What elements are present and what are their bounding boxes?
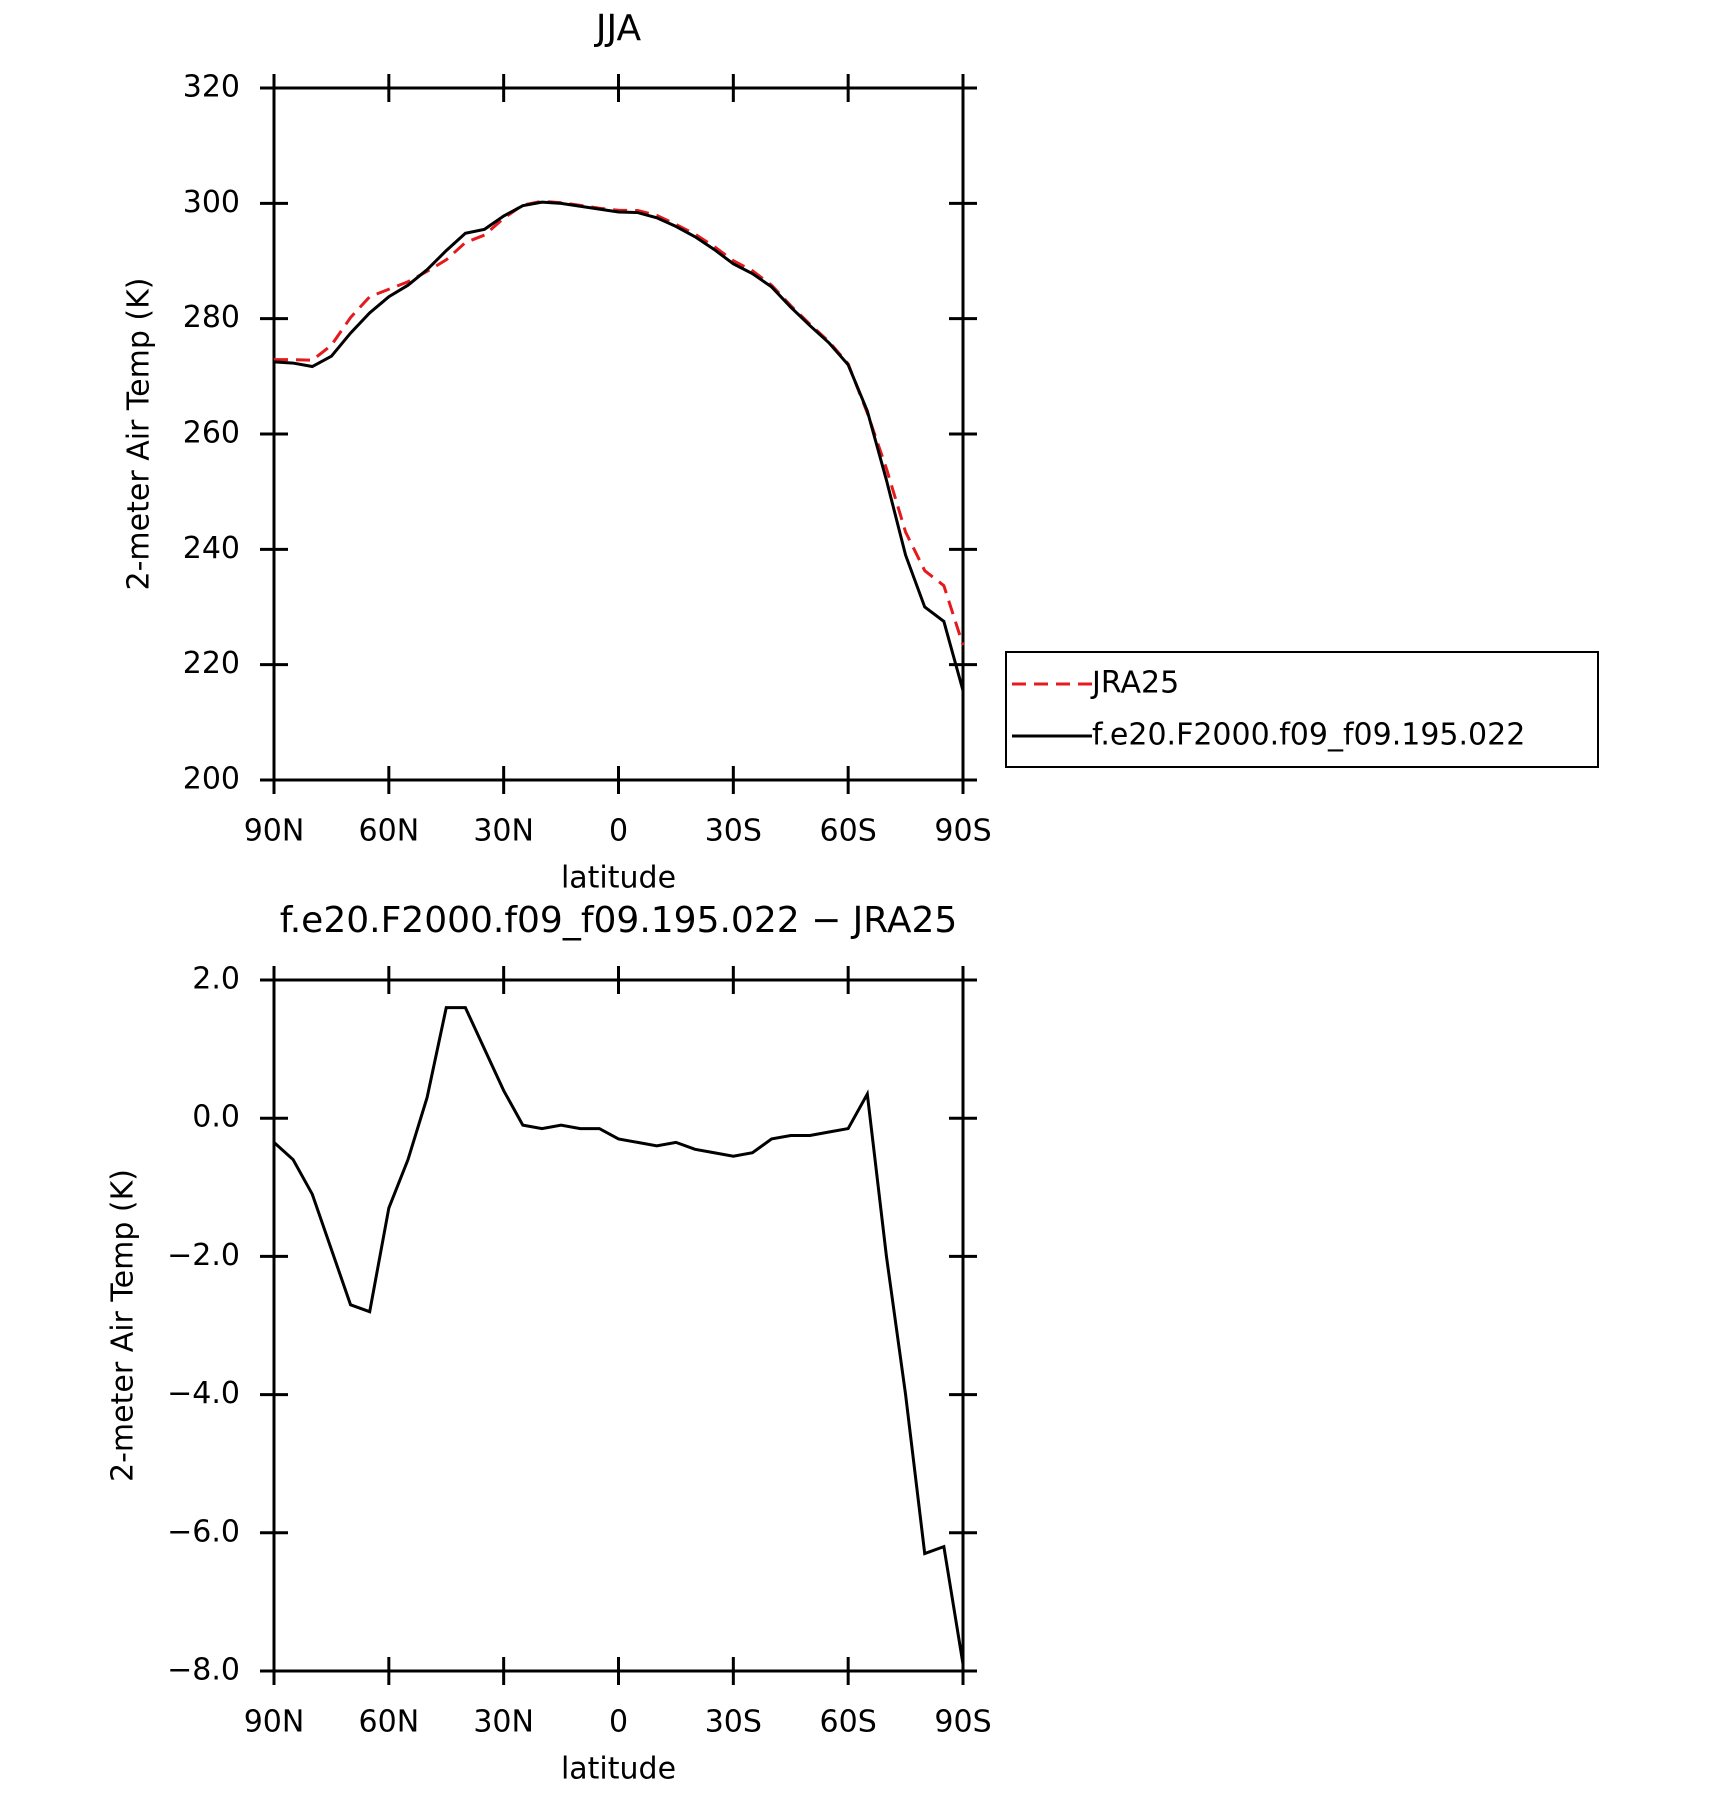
- x-tick-label: 30S: [705, 1705, 762, 1740]
- x-tick-label: 90S: [934, 814, 991, 849]
- x-tick-label: 90N: [244, 1705, 305, 1740]
- y-axis-title: 2-meter Air Temp (K): [106, 1169, 141, 1482]
- x-tick-label: 90N: [244, 814, 305, 849]
- y-tick-label: −6.0: [167, 1514, 240, 1549]
- y-tick-label: 320: [183, 70, 240, 105]
- x-tick-label: 30N: [473, 814, 534, 849]
- x-tick-label: 30N: [473, 1705, 534, 1740]
- legend-label: f.e20.F2000.f09_f09.195.022: [1092, 718, 1525, 753]
- x-tick-label: 60S: [820, 814, 877, 849]
- x-tick-label: 90S: [934, 1705, 991, 1740]
- data-line: [272, 1006, 965, 1665]
- plot-frame: [272, 86, 965, 782]
- chart-title: JJA: [594, 8, 642, 49]
- x-axis-title: latitude: [561, 861, 676, 896]
- chart-title: f.e20.F2000.f09_f09.195.022 − JRA25: [280, 900, 958, 941]
- legend-box: [1005, 651, 1599, 768]
- x-tick-label: 0: [609, 1705, 628, 1740]
- y-tick-label: 2.0: [192, 962, 240, 997]
- x-tick-label: 60N: [359, 814, 420, 849]
- x-tick-label: 30S: [705, 814, 762, 849]
- data-line: [274, 199, 965, 646]
- y-tick-label: −4.0: [167, 1376, 240, 1411]
- x-axis-title: latitude: [561, 1752, 676, 1787]
- data-line: [273, 200, 965, 692]
- y-tick-label: 200: [183, 762, 240, 797]
- y-tick-label: 280: [183, 300, 240, 335]
- y-tick-label: 240: [183, 531, 240, 566]
- x-tick-label: 60N: [359, 1705, 420, 1740]
- y-tick-label: 260: [183, 416, 240, 451]
- y-tick-label: 300: [183, 185, 240, 220]
- y-axis-title: 2-meter Air Temp (K): [122, 278, 157, 591]
- y-tick-label: −8.0: [167, 1653, 240, 1688]
- y-tick-label: 220: [183, 646, 240, 681]
- y-tick-label: −2.0: [167, 1238, 240, 1273]
- x-tick-label: 60S: [820, 1705, 877, 1740]
- x-tick-label: 0: [609, 814, 628, 849]
- plot-frame: [272, 978, 965, 1673]
- legend-label: JRA25: [1090, 666, 1179, 701]
- y-tick-label: 0.0: [192, 1100, 240, 1135]
